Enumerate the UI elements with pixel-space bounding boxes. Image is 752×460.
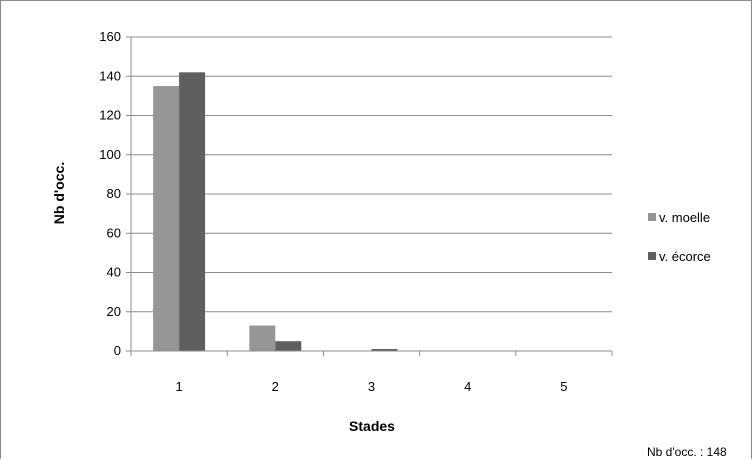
x-tick-label: 1 (175, 379, 182, 394)
y-tick-label: 0 (114, 343, 121, 358)
x-tick-label: 3 (368, 379, 375, 394)
legend-swatch-v-ecorce (648, 252, 656, 260)
bar-v-ecorce-1 (179, 72, 206, 351)
footnote-count: Nb d'occ. : 148 (647, 445, 727, 459)
x-tick-label: 2 (272, 379, 279, 394)
y-axis-label: Nb d'occ. (51, 162, 67, 224)
legend-swatch-v-moelle (648, 213, 656, 221)
legend: v. moelle v. écorce (648, 210, 711, 264)
x-tick-label: 5 (560, 379, 567, 394)
legend-label-v-moelle: v. moelle (659, 210, 710, 225)
y-tick-label: 60 (107, 225, 121, 240)
legend-label-v-ecorce: v. écorce (659, 249, 711, 264)
y-tick-label: 120 (99, 108, 121, 123)
bar-v-ecorce-2 (275, 341, 302, 351)
y-tick-label: 80 (107, 186, 121, 201)
y-tick-label: 140 (99, 68, 121, 83)
y-tick-label: 100 (99, 147, 121, 162)
x-tick-label: 4 (464, 379, 471, 394)
x-axis-label: Stades (349, 418, 395, 434)
bar-v-moelle-1 (153, 86, 180, 351)
bar-v-ecorce-3 (371, 349, 398, 351)
y-tick-label: 160 (99, 29, 121, 44)
y-tick-label: 40 (107, 265, 121, 280)
bar-v-moelle-2 (249, 325, 276, 351)
y-tick-label: 20 (107, 304, 121, 319)
